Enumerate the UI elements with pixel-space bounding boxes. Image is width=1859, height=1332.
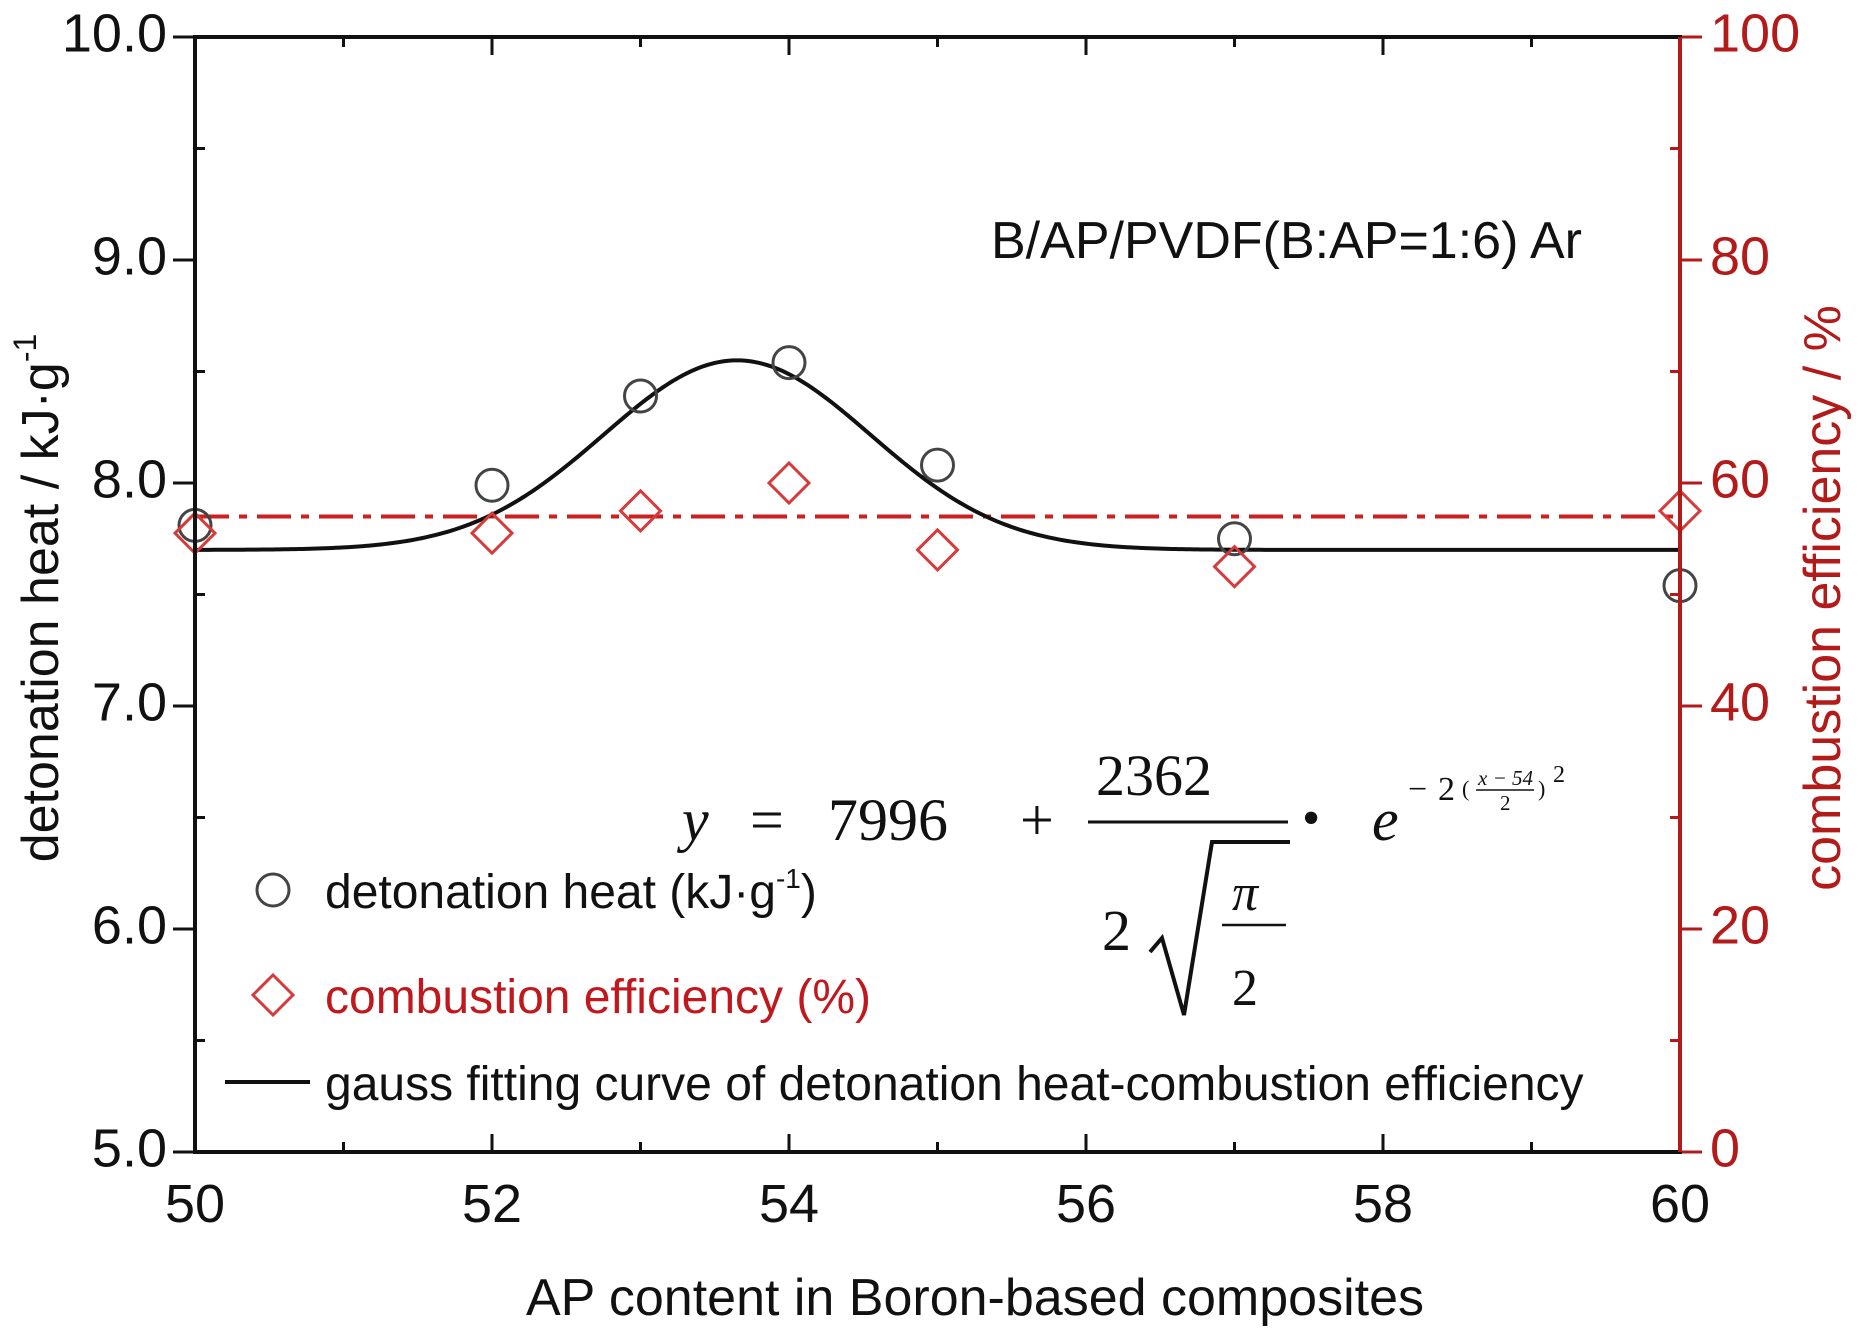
y-left-tick-label: 6.0 (92, 895, 167, 955)
equation-numerator: 2362 (1096, 743, 1212, 808)
y-right-tick-label: 80 (1710, 226, 1770, 286)
tick-labels: 50 52 54 56 58 60 5.0 6.0 7.0 8.0 9.0 10.0 0 20 40 60 80… (62, 3, 1800, 1234)
y-left-tick-label: 9.0 (92, 226, 167, 286)
equation-e: e (1372, 787, 1399, 853)
gauss-curve-layer (194, 358, 1680, 552)
equation-exponent-paren-open: ( (1462, 776, 1469, 801)
detonation-heat-point (474, 467, 510, 503)
equation-y: y (676, 787, 709, 853)
equation-sqrt-sign (1148, 840, 1290, 1016)
detonation-heat-point (920, 447, 955, 483)
x-axis-label: AP content in Boron-based composites (526, 1269, 1424, 1327)
legend-label-gauss-fit: gauss fitting curve of detonation heat-c… (325, 1058, 1584, 1111)
combustion-efficiency-point (1212, 544, 1257, 589)
legend-label-detonation-heat: detonation heat (kJ·g-1) (325, 863, 817, 919)
x-tick-label: 54 (759, 1174, 819, 1234)
y-right-tick-label: 0 (1710, 1118, 1740, 1178)
legend-marker-combustion-efficiency (250, 972, 296, 1018)
x-tick-label: 50 (165, 1174, 225, 1234)
equation-exponent-fraction-numerator: x − 54 (1477, 766, 1533, 790)
legend: detonation heat (kJ·g-1) combustion effi… (225, 863, 1584, 1111)
equation-sqrt-denominator: 2 (1232, 960, 1258, 1017)
y-left-tick-label: 5.0 (92, 1118, 167, 1178)
y-left-tick-label: 7.0 (92, 672, 167, 732)
equation-equals: = (750, 787, 784, 853)
detonation-heat-point (771, 345, 807, 381)
combustion-efficiency-point (915, 527, 960, 573)
equation-exponent-minus: − (1408, 771, 1427, 808)
y-left-tick-label: 8.0 (92, 449, 167, 509)
equation-constant: 7996 (828, 787, 948, 853)
y-axis-left-label: detonation heat / kJ·g-1 (7, 334, 70, 863)
equation-exponent-power: 2 (1553, 762, 1565, 788)
legend-label-combustion-efficiency: combustion efficiency (%) (325, 971, 871, 1024)
legend-label-detonation-heat-sup: -1 (776, 863, 801, 894)
y-axis-left-label-main: detonation heat / kJ·g (12, 362, 70, 862)
equation-exponent-paren-close: ) (1538, 776, 1545, 801)
x-tick-label: 60 (1650, 1174, 1710, 1234)
equation-dot: • (1302, 790, 1320, 847)
equation-exponent-fraction-denominator: 2 (1500, 791, 1511, 815)
combustion-efficiency-point (618, 488, 663, 533)
y-right-tick-label: 60 (1710, 449, 1770, 509)
marker-layer (172, 345, 1703, 604)
y-right-tick-label: 20 (1710, 895, 1770, 955)
gauss-fit-curve (194, 358, 1680, 552)
x-tick-label: 58 (1353, 1174, 1413, 1234)
combustion-efficiency-point (469, 511, 515, 556)
y-left-tick-label: 10.0 (62, 3, 167, 63)
detonation-heat-point (623, 378, 658, 414)
y-axis-left-label-sup: -1 (7, 334, 43, 362)
legend-label-detonation-heat-main: detonation heat (kJ·g (325, 866, 776, 919)
combustion-efficiency-point (766, 460, 812, 506)
legend-marker-detonation-heat (255, 872, 291, 908)
equation-plus: + (1020, 787, 1054, 853)
y-axis-right-label: combustion efficiency / % (1794, 305, 1852, 891)
y-right-tick-label: 40 (1710, 672, 1770, 732)
detonation-heat-point (1217, 521, 1252, 557)
fit-equation: y = 7996 + 2362 2 π 2 • e − 2 ( x − 54 2… (676, 743, 1565, 1017)
equation-exponent-two: 2 (1438, 771, 1455, 808)
equation-denominator-coefficient: 2 (1102, 898, 1131, 963)
x-tick-label: 52 (462, 1174, 522, 1234)
y-right-tick-label: 100 (1710, 3, 1800, 63)
chart-annotation: B/AP/PVDF(B:AP=1:6) Ar (991, 212, 1582, 270)
x-tick-label: 56 (1056, 1174, 1116, 1234)
legend-label-detonation-heat-end: ) (801, 866, 817, 919)
equation-sqrt-numerator: π (1232, 865, 1260, 922)
